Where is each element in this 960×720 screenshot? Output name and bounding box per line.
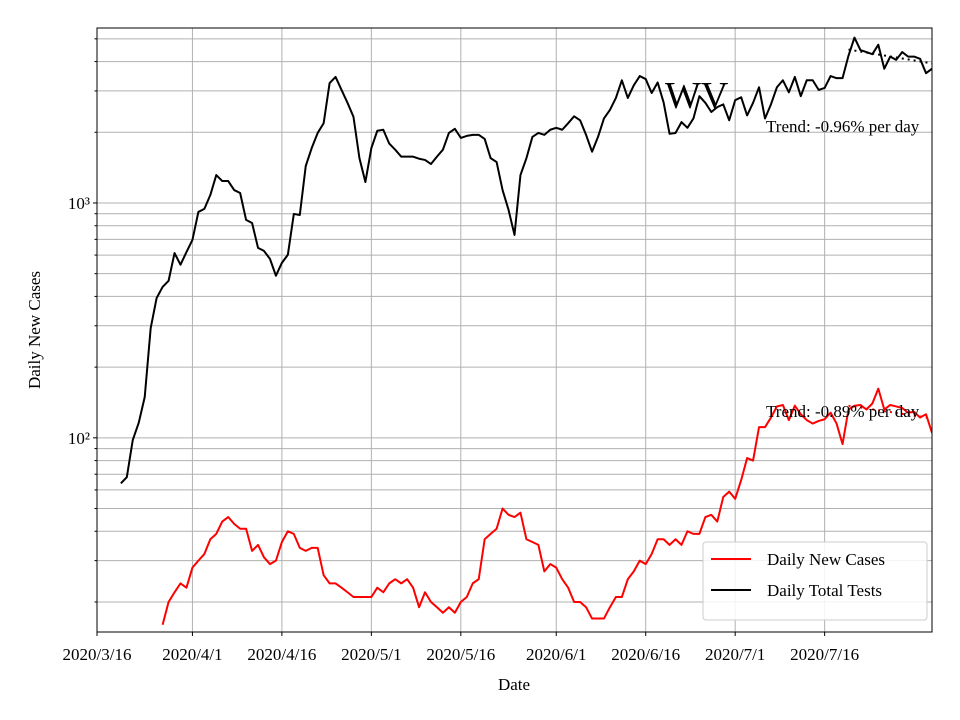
annotation: WV	[665, 75, 729, 117]
x-axis-label: Date	[498, 675, 530, 694]
plot-area	[120, 36, 932, 625]
x-tick-label: 2020/4/16	[247, 645, 316, 664]
x-tick-label: 2020/7/16	[790, 645, 859, 664]
x-tick-label: 2020/5/16	[426, 645, 495, 664]
legend-box	[702, 541, 928, 621]
series-line	[120, 36, 932, 485]
series-line	[161, 387, 932, 625]
legend-label: Daily Total Tests	[767, 581, 882, 600]
y-tick-label: 10³	[68, 194, 90, 213]
trend-label: Trend: -0.89% per day	[766, 402, 920, 421]
y-tick-label: 10²	[68, 429, 90, 448]
x-tick-label: 2020/6/1	[526, 645, 586, 664]
legend-label: Daily New Cases	[767, 550, 885, 569]
x-tick-label: 2020/7/1	[705, 645, 765, 664]
trend-line	[848, 404, 932, 420]
axes-frame	[96, 27, 933, 633]
x-tick-label: 2020/6/16	[611, 645, 680, 664]
y-axis-label: Daily New Cases	[25, 271, 44, 389]
trend-line	[848, 48, 932, 65]
x-tick-label: 2020/4/1	[162, 645, 222, 664]
x-tick-label: 2020/3/16	[63, 645, 132, 664]
trend-label: Trend: -0.96% per day	[766, 117, 920, 136]
x-tick-label: 2020/5/1	[341, 645, 401, 664]
